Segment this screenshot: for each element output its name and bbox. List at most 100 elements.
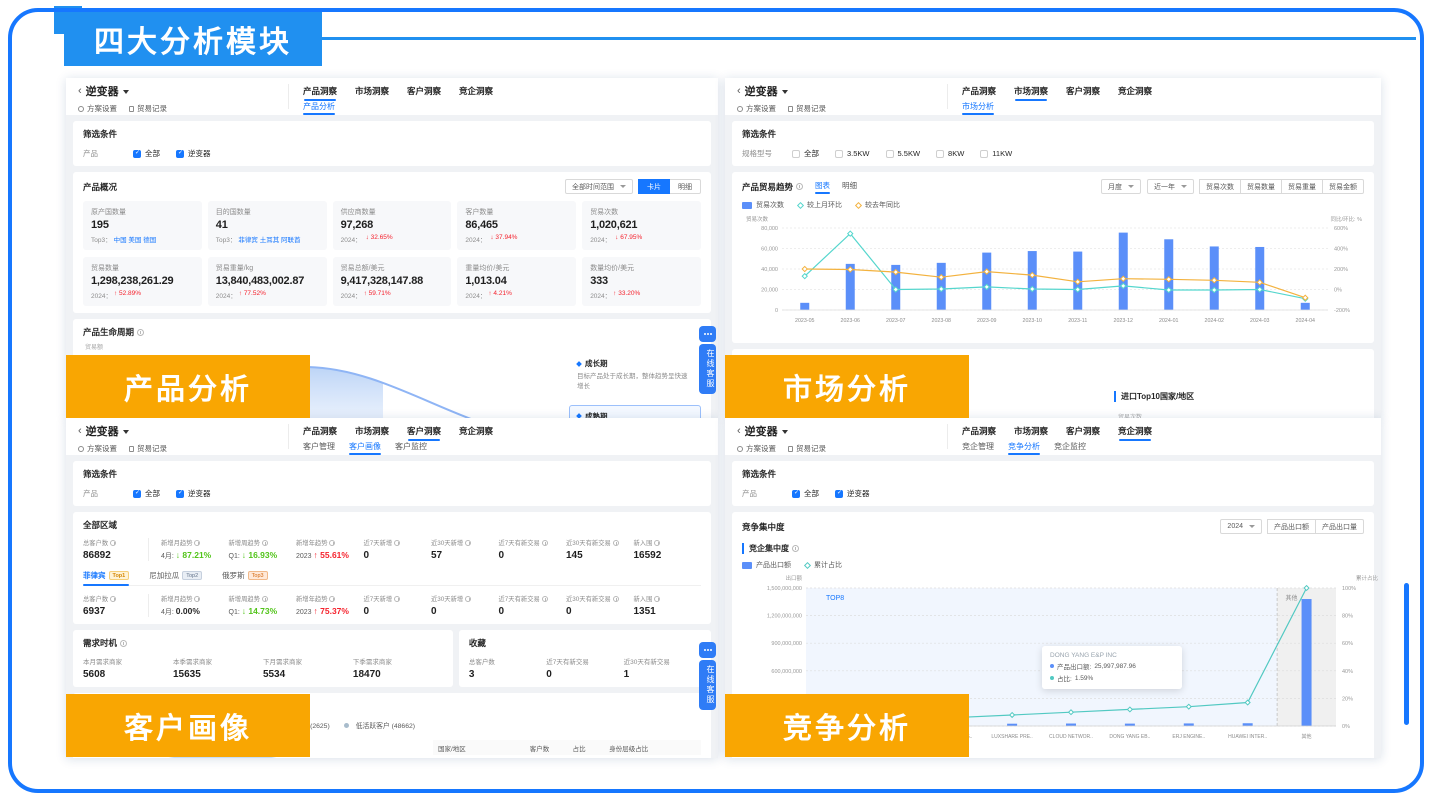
nav-tab[interactable]: 竞企洞察: [459, 86, 494, 96]
view-tab[interactable]: 明细: [842, 181, 858, 190]
view-toggle: 卡片 明细: [638, 179, 701, 194]
nav-tab[interactable]: 竞企洞察: [1118, 86, 1153, 96]
online-service-widget[interactable]: 在线客服: [699, 326, 716, 394]
sub-tab[interactable]: 客户监控: [395, 442, 427, 451]
svg-text:2023-11: 2023-11: [1068, 318, 1087, 324]
legend-item[interactable]: 产品出口额: [742, 560, 791, 570]
back-icon[interactable]: ‹: [78, 85, 82, 97]
scrollbar-thumb[interactable]: [1404, 583, 1409, 725]
checkbox-option[interactable]: 逆变器: [176, 148, 211, 159]
sub-nav: 市场分析: [962, 101, 1369, 115]
sub-tab[interactable]: 竞企监控: [1054, 442, 1086, 451]
banner-line: [320, 37, 1416, 40]
entity-selector[interactable]: 逆变器: [85, 426, 119, 438]
nav-tab[interactable]: 产品洞察: [962, 86, 997, 96]
nav-tab[interactable]: 客户洞察: [1066, 86, 1101, 96]
view-toggle-button[interactable]: 明细: [669, 179, 701, 194]
table-row[interactable]: 菲律宾 4647 7.50%: [433, 755, 701, 758]
nav-tab[interactable]: 客户洞察: [407, 86, 442, 96]
checkbox-option[interactable]: 3.5KW: [835, 148, 870, 159]
trade-records-link[interactable]: 贸易记录: [788, 103, 826, 114]
info-icon: [792, 545, 799, 552]
checkbox-option[interactable]: 逆变器: [835, 488, 870, 499]
nav-tab[interactable]: 产品洞察: [303, 85, 337, 101]
checkbox-option[interactable]: 8KW: [936, 148, 964, 159]
metric-button[interactable]: 贸易次数: [1199, 179, 1241, 194]
info-icon: [796, 183, 804, 190]
metric-button[interactable]: 贸易金额: [1322, 179, 1364, 194]
online-service-widget[interactable]: 在线客服: [699, 642, 716, 710]
nav-tab[interactable]: 市场洞察: [1014, 426, 1049, 436]
sub-tab[interactable]: 竞争分析: [1008, 441, 1040, 455]
plan-settings-link[interactable]: 方案设置: [78, 443, 117, 454]
plan-settings-link[interactable]: 方案设置: [737, 443, 776, 454]
checkbox-option[interactable]: 逆变器: [176, 488, 211, 499]
region-tab[interactable]: 菲律宾 Top1: [83, 570, 130, 586]
nav-tab[interactable]: 客户洞察: [407, 425, 441, 441]
nav-tab[interactable]: 竞企洞察: [1118, 425, 1152, 441]
metric-button[interactable]: 贸易重量: [1281, 179, 1323, 194]
nav-tab[interactable]: 客户洞察: [1066, 426, 1101, 436]
view-toggle-button[interactable]: 卡片: [638, 179, 670, 194]
plan-settings-link[interactable]: 方案设置: [737, 103, 776, 114]
plan-settings-link[interactable]: 方案设置: [78, 103, 117, 114]
legend-item[interactable]: 较去年同比: [854, 200, 900, 210]
checkbox-option[interactable]: 全部: [792, 488, 819, 499]
entity-selector[interactable]: 逆变器: [85, 86, 119, 98]
checkbox-option[interactable]: 5.5KW: [885, 148, 920, 159]
sub-tab[interactable]: 市场分析: [962, 101, 994, 115]
trade-records-link[interactable]: 贸易记录: [129, 443, 167, 454]
trade-trend-card: 产品贸易趋势 图表 明细 月度 近一年 贸易次数 贸易数量 贸易重量 贸易金额 贸易次数…: [732, 172, 1374, 343]
info-icon: [137, 328, 145, 336]
main-nav: 产品洞察 市场洞察 客户洞察 竞企洞察: [303, 85, 706, 101]
sub-tab[interactable]: 产品分析: [303, 101, 335, 115]
legend-item[interactable]: 贸易次数: [742, 200, 784, 210]
back-icon[interactable]: ‹: [737, 85, 741, 97]
metric-button[interactable]: 产品出口额: [1267, 519, 1316, 534]
sub-tab[interactable]: 竞企管理: [962, 442, 994, 451]
sub-tab[interactable]: 客户管理: [303, 442, 335, 451]
nav-tab[interactable]: 市场洞察: [355, 426, 390, 436]
trade-records-link[interactable]: 贸易记录: [788, 443, 826, 454]
time-range-select[interactable]: 全部时间范围: [565, 179, 633, 194]
trade-records-link[interactable]: 贸易记录: [129, 103, 167, 114]
trade-trend-chart[interactable]: 0 20,000 40,000 60,000 80,000 -200% 0% 200% 400%…: [742, 214, 1364, 336]
nav-tab[interactable]: 产品洞察: [303, 426, 338, 436]
module-label-competition: 竞争分析: [725, 694, 969, 757]
metric-button[interactable]: 产品出口量: [1315, 519, 1364, 534]
back-icon[interactable]: ‹: [78, 425, 82, 437]
nav-tab[interactable]: 市场洞察: [355, 86, 390, 96]
metric-button[interactable]: 贸易数量: [1240, 179, 1282, 194]
entity-selector[interactable]: 逆变器: [744, 86, 778, 98]
chevron-down-icon: [781, 430, 788, 434]
legend-item[interactable]: 较上月环比: [796, 200, 842, 210]
checkbox-option[interactable]: 全部: [792, 148, 819, 159]
demand-title: 需求时机: [83, 638, 118, 648]
nav-tab[interactable]: 竞企洞察: [459, 426, 494, 436]
back-icon[interactable]: ‹: [737, 425, 741, 437]
sub-tab[interactable]: 客户画像: [349, 441, 381, 455]
legend-item[interactable]: 累计占比: [803, 560, 842, 570]
nav-tab[interactable]: 产品洞察: [962, 426, 997, 436]
checkbox-option[interactable]: 11KW: [980, 148, 1012, 159]
checkbox-icon: [885, 149, 894, 158]
checkbox-option[interactable]: 全部: [133, 488, 160, 499]
trend-metric-buttons: 贸易次数 贸易数量 贸易重量 贸易金额: [1199, 179, 1364, 194]
view-tab[interactable]: 图表: [815, 180, 831, 194]
info-icon: [394, 539, 401, 546]
legend-item[interactable]: 低活跃客户 (48662): [343, 720, 415, 730]
checkbox-option[interactable]: 全部: [133, 148, 160, 159]
chevron-down-icon: [781, 90, 788, 94]
filter-title: 筛选条件: [83, 129, 118, 139]
lifecycle-stage[interactable]: 成长期 目标产品处于成长期，整体趋势呈快速增长: [569, 352, 701, 398]
region-tab[interactable]: 俄罗斯 Top3: [222, 570, 268, 585]
year-select[interactable]: 2024: [1220, 519, 1262, 534]
region-tab[interactable]: 尼加拉瓜 Top2: [149, 570, 203, 585]
nav-tab[interactable]: 市场洞察: [1014, 85, 1048, 101]
entity-selector[interactable]: 逆变器: [744, 426, 778, 438]
range-select[interactable]: 近一年: [1147, 179, 1194, 194]
chat-icon: [699, 642, 716, 658]
stat-card: 重量均价/美元 1,013.04 2024： ↑ 4.21%: [457, 257, 577, 306]
lifecycle-stage[interactable]: 成熟期 目标产品处于成熟期，整体趋势呈平稳增长: [569, 404, 701, 418]
period-select[interactable]: 月度: [1101, 179, 1141, 194]
